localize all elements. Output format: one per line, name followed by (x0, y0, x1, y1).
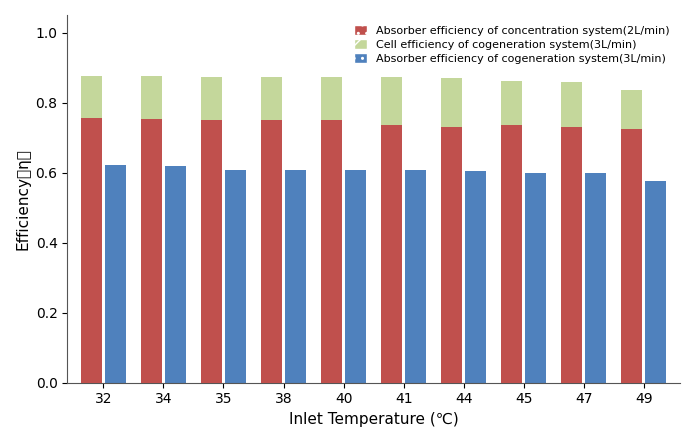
Bar (201, 120, 222, 383)
Bar (562, 127, 582, 383)
Bar (225, 170, 246, 383)
Bar (585, 172, 607, 383)
Legend: Absorber efficiency of concentration system(2L/min), Cell efficiency of cogenera: Absorber efficiency of concentration sys… (350, 21, 674, 69)
Bar (321, 77, 342, 383)
Bar (501, 126, 523, 383)
Bar (285, 170, 306, 383)
Bar (261, 77, 282, 383)
Bar (81, 118, 102, 383)
Bar (441, 127, 462, 383)
Bar (141, 119, 162, 383)
Bar (381, 126, 402, 383)
Bar (201, 77, 222, 383)
Bar (525, 172, 546, 383)
Y-axis label: Efficiency（η）: Efficiency（η） (15, 148, 30, 250)
Bar (501, 81, 523, 383)
Bar (441, 78, 462, 383)
Bar (405, 170, 426, 383)
Bar (621, 129, 642, 383)
Bar (165, 166, 186, 383)
Bar (646, 181, 667, 383)
Bar (141, 76, 162, 383)
Bar (465, 171, 486, 383)
Bar (621, 90, 642, 383)
Bar (261, 120, 282, 383)
X-axis label: Inlet Temperature (℃): Inlet Temperature (℃) (288, 412, 459, 427)
Bar (105, 165, 126, 383)
Bar (381, 77, 402, 383)
Bar (321, 120, 342, 383)
Bar (345, 170, 366, 383)
Bar (81, 76, 102, 383)
Bar (562, 81, 582, 383)
